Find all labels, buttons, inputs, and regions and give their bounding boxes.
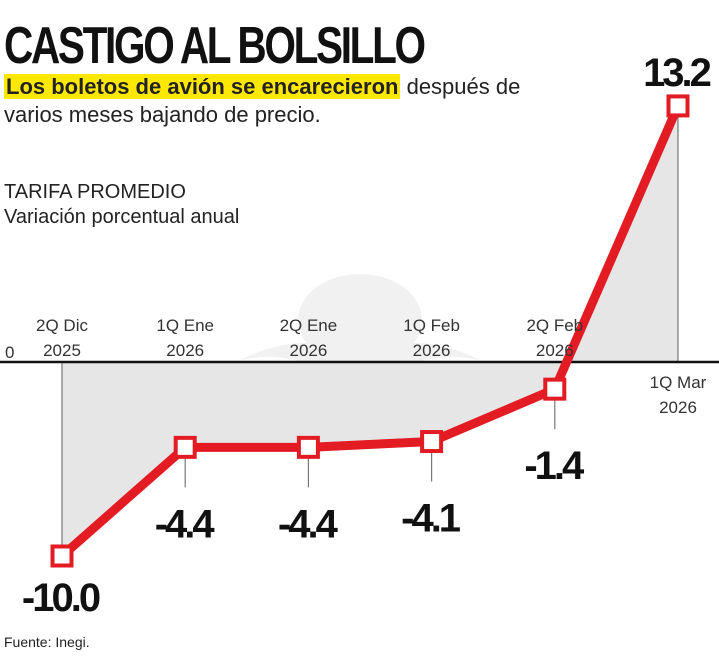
zero-label: 0 [5,343,14,362]
category-label: 2Q Feb [526,316,583,335]
category-label: 2Q Dic [36,316,88,335]
value-label: 13.2 [643,51,711,95]
category-label: 2026 [536,341,574,360]
data-point-marker [50,544,74,568]
category-label: 1Q Feb [403,316,460,335]
value-label: -4.4 [155,502,216,546]
subtitle-highlight: Los boletos de avión se encarecieron [4,74,401,99]
category-label: 2025 [43,341,81,360]
measure-line-2: Variación porcentual anual [4,206,240,228]
category-label: 1Q Ene [156,316,214,335]
data-point-marker [666,94,690,118]
source-note: Fuente: Inegi. [4,634,90,650]
negative-area [62,362,567,556]
category-label: 2026 [289,341,327,360]
measure-line-1: TARIFA PROMEDIO [4,181,186,203]
measure-caption: TARIFA PROMEDIO Variación porcentual anu… [4,180,239,230]
value-label: -4.1 [401,497,461,541]
data-point-marker [173,435,197,459]
value-label: -10.0 [22,576,100,620]
subtitle-rest: después de varios meses bajando de preci… [4,74,521,127]
value-label: -4.4 [278,502,339,546]
category-label: 2026 [659,398,697,417]
category-label: 2026 [413,341,451,360]
category-label: 2026 [166,341,204,360]
data-point-marker [420,430,444,454]
series-line [57,101,683,561]
category-label: 1Q Mar [650,373,707,392]
value-label: -1.4 [524,444,585,488]
chart-subtitle: Los boletos de avión se encarecieron des… [4,73,564,129]
chart-title: CASTIGO AL BOLSILLO [4,17,426,75]
data-point-marker [543,377,567,401]
data-point-marker [296,435,320,459]
category-label: 2Q Ene [280,316,338,335]
